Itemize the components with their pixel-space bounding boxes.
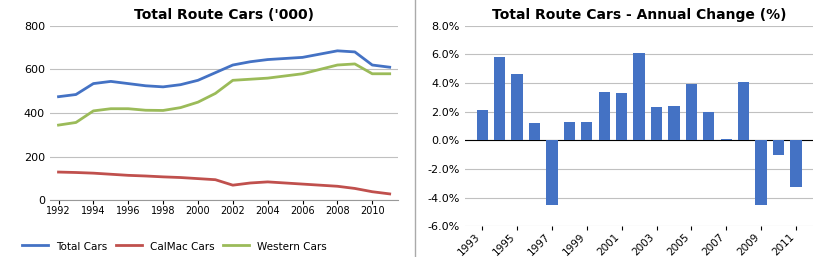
CalMac Cars bbox=[211, 178, 221, 181]
CalMac Cars bbox=[106, 173, 116, 176]
Title: Total Route Cars ('000): Total Route Cars ('000) bbox=[134, 8, 314, 22]
Western Cars bbox=[193, 100, 203, 104]
Total Cars bbox=[263, 58, 273, 61]
Total Cars bbox=[246, 60, 256, 63]
Western Cars bbox=[54, 124, 64, 127]
Western Cars bbox=[298, 72, 308, 75]
CalMac Cars bbox=[263, 180, 273, 183]
Western Cars bbox=[141, 109, 151, 112]
Bar bbox=[616, 93, 627, 140]
CalMac Cars bbox=[141, 175, 151, 178]
Western Cars bbox=[350, 62, 360, 66]
Western Cars bbox=[176, 106, 186, 109]
Western Cars bbox=[333, 63, 343, 67]
Bar bbox=[476, 110, 488, 140]
Bar bbox=[686, 84, 697, 140]
Total Cars bbox=[159, 85, 168, 88]
Total Cars bbox=[350, 50, 360, 53]
CalMac Cars bbox=[350, 187, 360, 190]
Total Cars bbox=[211, 71, 221, 74]
Total Cars bbox=[385, 66, 395, 69]
Western Cars bbox=[281, 74, 290, 77]
Total Cars bbox=[176, 83, 186, 86]
CalMac Cars bbox=[298, 182, 308, 186]
Line: Western Cars: Western Cars bbox=[59, 64, 390, 125]
Bar bbox=[703, 112, 715, 140]
Total Cars bbox=[298, 56, 308, 59]
Total Cars bbox=[281, 57, 290, 60]
Bar bbox=[529, 123, 540, 140]
CalMac Cars bbox=[71, 171, 81, 174]
Western Cars bbox=[385, 72, 395, 75]
Total Cars bbox=[368, 63, 378, 67]
Total Cars bbox=[106, 80, 116, 83]
Total Cars bbox=[193, 79, 203, 82]
CalMac Cars bbox=[124, 174, 134, 177]
Western Cars bbox=[89, 109, 99, 113]
CalMac Cars bbox=[193, 177, 203, 180]
Total Cars bbox=[54, 95, 64, 98]
Total Cars bbox=[124, 82, 134, 85]
CalMac Cars bbox=[89, 172, 99, 175]
Bar bbox=[581, 122, 593, 140]
Bar bbox=[511, 74, 523, 140]
Total Cars bbox=[89, 82, 99, 85]
Western Cars bbox=[211, 92, 221, 95]
Bar bbox=[755, 140, 767, 205]
CalMac Cars bbox=[246, 181, 256, 185]
Western Cars bbox=[124, 107, 134, 110]
Legend: Total Cars, CalMac Cars, Western Cars: Total Cars, CalMac Cars, Western Cars bbox=[22, 241, 327, 252]
Western Cars bbox=[246, 78, 256, 81]
Western Cars bbox=[228, 79, 238, 82]
Bar bbox=[773, 140, 784, 154]
Bar bbox=[790, 140, 802, 188]
Western Cars bbox=[159, 109, 168, 112]
Bar bbox=[668, 106, 680, 140]
Bar bbox=[598, 91, 610, 140]
Bar bbox=[494, 57, 505, 140]
CalMac Cars bbox=[368, 190, 378, 193]
CalMac Cars bbox=[281, 181, 290, 185]
Total Cars bbox=[228, 63, 238, 67]
Western Cars bbox=[106, 107, 116, 110]
Bar bbox=[546, 140, 558, 205]
CalMac Cars bbox=[333, 185, 343, 188]
CalMac Cars bbox=[228, 183, 238, 187]
Bar bbox=[738, 81, 749, 140]
Western Cars bbox=[263, 77, 273, 80]
Western Cars bbox=[315, 68, 325, 71]
CalMac Cars bbox=[54, 171, 64, 174]
CalMac Cars bbox=[159, 175, 168, 178]
Total Cars bbox=[141, 84, 151, 87]
Line: Total Cars: Total Cars bbox=[59, 51, 390, 97]
Bar bbox=[651, 107, 662, 140]
Bar bbox=[633, 53, 645, 140]
Line: CalMac Cars: CalMac Cars bbox=[59, 172, 390, 194]
Bar bbox=[564, 122, 575, 140]
Western Cars bbox=[368, 72, 378, 75]
CalMac Cars bbox=[315, 183, 325, 187]
Title: Total Route Cars - Annual Change (%): Total Route Cars - Annual Change (%) bbox=[492, 8, 786, 22]
Total Cars bbox=[333, 49, 343, 52]
CalMac Cars bbox=[176, 176, 186, 179]
Total Cars bbox=[71, 93, 81, 96]
Total Cars bbox=[315, 52, 325, 56]
Bar bbox=[720, 139, 732, 140]
Western Cars bbox=[71, 121, 81, 124]
CalMac Cars bbox=[385, 192, 395, 195]
